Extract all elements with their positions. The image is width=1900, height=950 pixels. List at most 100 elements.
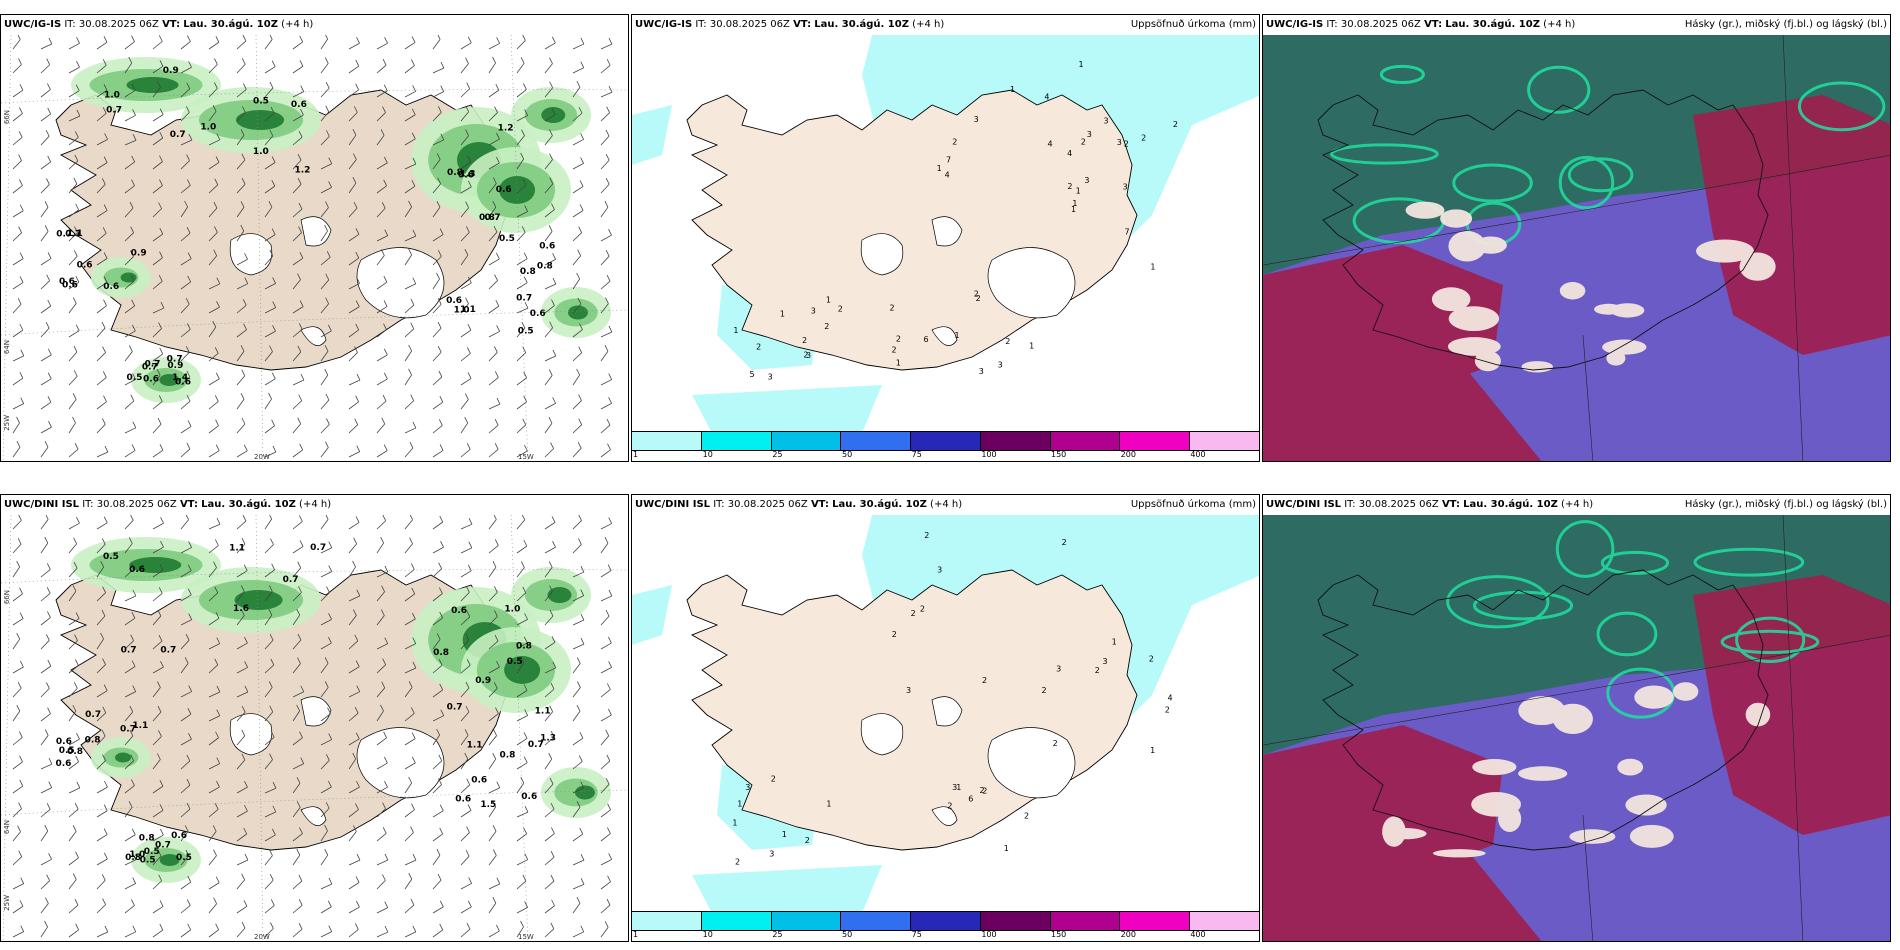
wind-barb [496, 781, 501, 788]
value-label: 0.8 [516, 641, 532, 651]
wind-barb [12, 883, 24, 890]
value-label: 0.6 [59, 277, 75, 287]
wind-barb [96, 931, 109, 938]
wind-barb [46, 563, 51, 570]
wind-barb [292, 928, 303, 938]
wind-barb [600, 64, 611, 74]
wind-barb [467, 372, 472, 379]
wind-barb [544, 63, 553, 74]
wind-barb [102, 59, 107, 66]
wind-barb [75, 923, 79, 931]
wind-barb [215, 539, 219, 546]
wind-barb [264, 398, 272, 410]
wind-barb [180, 160, 190, 170]
wind-barb [432, 546, 444, 554]
wind-barb [299, 252, 304, 259]
wind-barb [264, 664, 275, 674]
wind-barb [600, 833, 611, 842]
wind-barb [132, 853, 137, 860]
wind-barb [75, 659, 79, 666]
wind-barb [600, 43, 613, 50]
wind-barb [292, 136, 303, 146]
wind-barb [380, 129, 385, 136]
wind-barb [355, 732, 360, 740]
wind-barb [124, 568, 135, 578]
wind-barb [320, 279, 330, 290]
wind-barb [129, 705, 134, 713]
wind-barb [516, 567, 525, 578]
wind-barb [608, 661, 612, 668]
wind-barb [236, 305, 247, 314]
wind-barb [292, 783, 301, 794]
wind-barb [465, 705, 470, 713]
wind-barb [180, 619, 192, 626]
glacier [300, 806, 327, 826]
wind-barb [520, 656, 525, 664]
wind-barb [348, 786, 360, 794]
wind-barb [460, 711, 470, 722]
wind-barb [74, 131, 79, 138]
wind-barb [436, 153, 441, 160]
wind-barb [268, 201, 273, 208]
wind-barb [40, 713, 51, 722]
wind-barb [410, 298, 415, 306]
wind-barb [544, 641, 556, 650]
wind-barb [272, 828, 276, 836]
wind-barb [216, 709, 221, 716]
wind-barb [236, 89, 247, 98]
wind-barb [130, 634, 134, 641]
wind-barb [17, 297, 22, 305]
colorbar-cell [632, 432, 702, 450]
wind-barb [320, 663, 329, 674]
wind-barb [96, 41, 108, 50]
wind-barb [68, 522, 80, 530]
wind-barb [40, 519, 49, 530]
wind-barb [46, 587, 51, 594]
value-label: 0.9 [163, 66, 179, 76]
value-label: 2 [1041, 686, 1046, 695]
wind-barb [101, 609, 106, 617]
wind-barb [380, 249, 385, 256]
wind-barb [460, 523, 473, 530]
wind-barb [20, 397, 25, 404]
wind-barb [468, 276, 472, 284]
wind-barb [522, 874, 527, 882]
wind-barb [412, 421, 417, 429]
wind-barb [460, 422, 469, 434]
wind-barb [159, 923, 164, 931]
wind-barb [216, 637, 221, 644]
value-label: 1.0 [454, 305, 470, 315]
wind-barb [436, 849, 441, 856]
value-label: 0.5 [59, 746, 75, 756]
wind-barb [47, 348, 52, 356]
wind-barb [100, 632, 104, 640]
value-label: 4 [1048, 139, 1053, 148]
wind-barb [404, 543, 413, 554]
wind-barb [269, 753, 273, 760]
value-label: 2 [1067, 182, 1072, 191]
wind-barb [271, 60, 276, 67]
wind-barb [68, 66, 80, 74]
wind-barb [411, 612, 416, 620]
value-label: 0.9 [475, 676, 491, 686]
wind-barb [152, 114, 164, 122]
wind-barb [96, 162, 108, 170]
wind-barb [404, 859, 417, 866]
value-label: 0.5 [103, 552, 119, 562]
wind-barb [12, 64, 22, 74]
wind-barb [607, 803, 611, 810]
wind-barb [320, 807, 330, 818]
wind-barb [40, 64, 50, 74]
wind-barb [320, 642, 332, 650]
wind-barb [236, 711, 246, 722]
wind-barb [376, 90, 388, 98]
wind-barb [40, 858, 52, 866]
wind-barb [264, 425, 275, 434]
wind-barb [292, 114, 304, 122]
wind-barb [348, 401, 359, 410]
wind-barb [409, 537, 413, 544]
valid-label: VT: [810, 499, 829, 510]
wind-barb [412, 157, 417, 165]
wind-barb [264, 162, 276, 170]
wind-barb [384, 901, 389, 908]
